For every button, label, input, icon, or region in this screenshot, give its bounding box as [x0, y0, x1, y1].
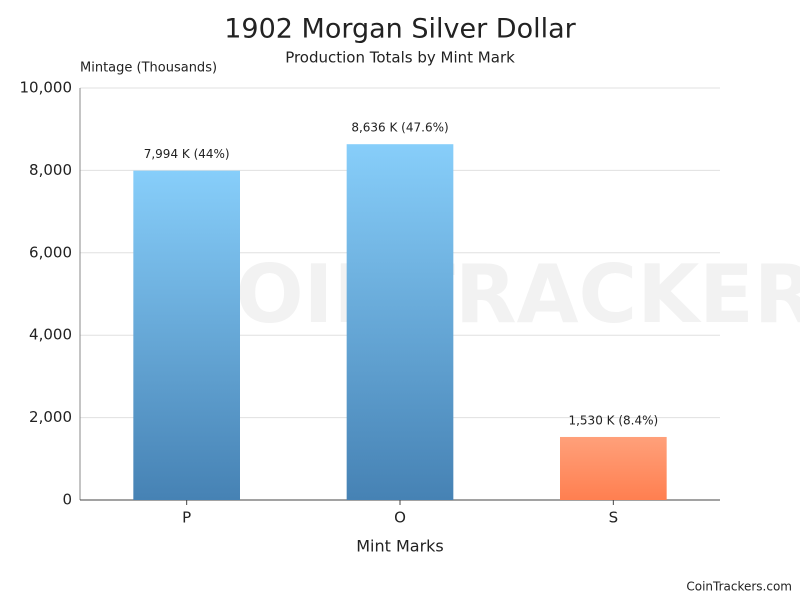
- y-tick-label: 2,000: [29, 408, 72, 426]
- y-tick-label: 0: [62, 491, 72, 509]
- watermark: COINTRACKERS: [177, 248, 800, 341]
- y-tick-label: 6,000: [29, 243, 72, 261]
- value-label: 8,636 K (47.6%): [351, 121, 448, 135]
- bar: [133, 170, 240, 500]
- y-tick-label: 8,000: [29, 161, 72, 179]
- credit: CoinTrackers.com: [686, 580, 792, 594]
- value-label: 7,994 K (44%): [144, 147, 230, 161]
- value-label: 1,530 K (8.4%): [568, 413, 658, 427]
- y-tick-label: 4,000: [29, 326, 72, 344]
- chart-title: 1902 Morgan Silver Dollar: [224, 14, 576, 45]
- x-tick-label: S: [609, 509, 619, 527]
- y-axis-label: Mintage (Thousands): [80, 61, 217, 76]
- bar: [346, 144, 454, 501]
- x-tick-label: O: [394, 509, 406, 527]
- bar: [560, 436, 667, 500]
- chart-subtitle: Production Totals by Mint Mark: [285, 49, 515, 67]
- x-tick-label: P: [182, 509, 191, 527]
- y-tick-label: 10,000: [20, 79, 73, 97]
- x-axis-label: Mint Marks: [356, 537, 444, 556]
